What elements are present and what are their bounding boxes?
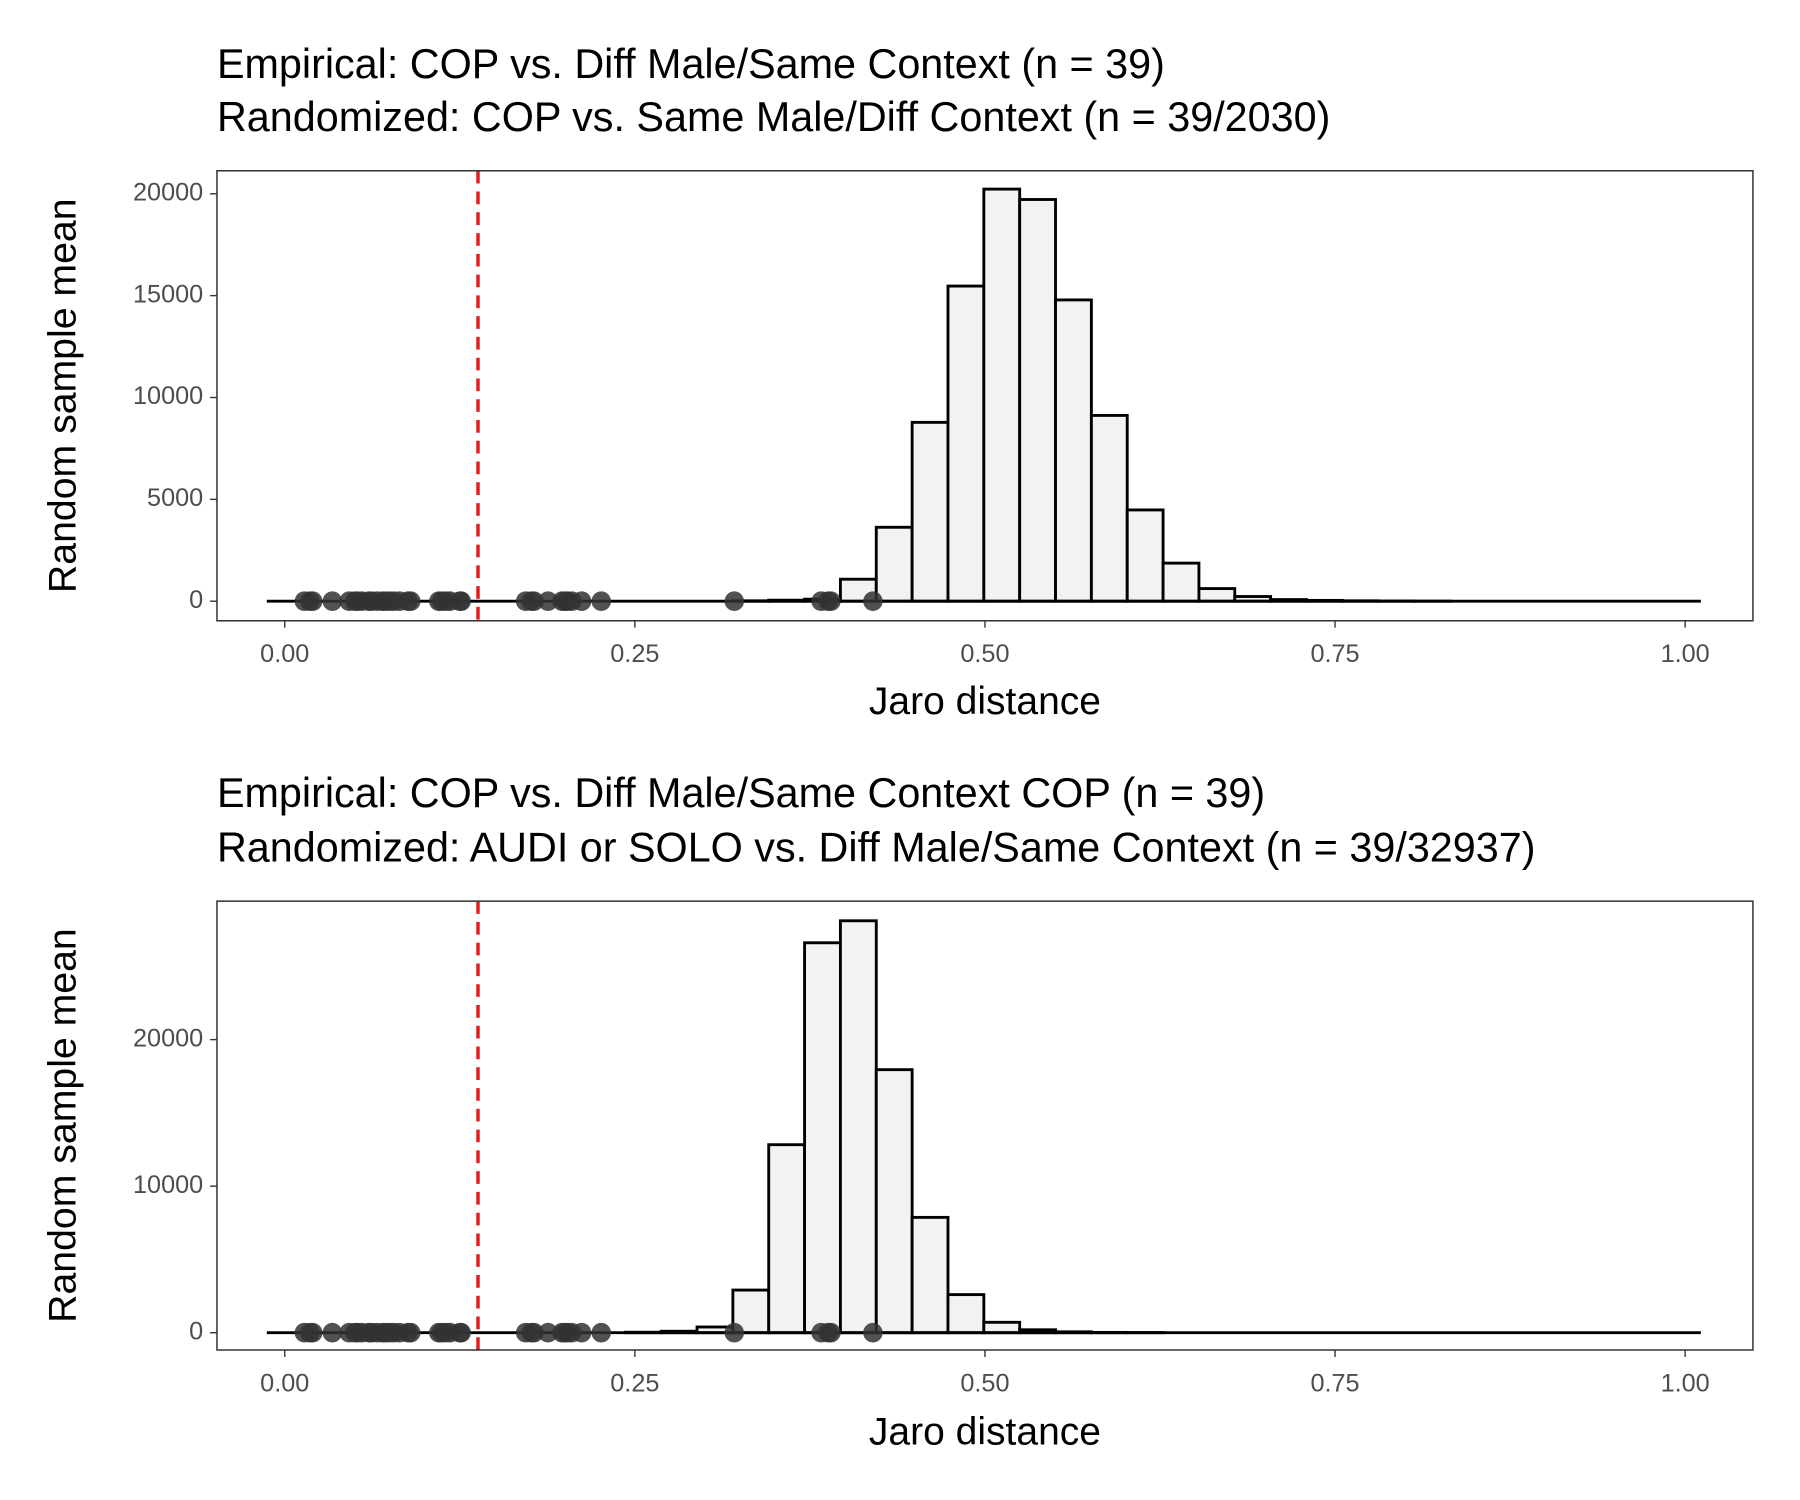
panel: Empirical: COP vs. Diff Male/Same Contex… (42, 40, 1754, 723)
point (571, 1322, 592, 1343)
chart-title: Empirical: COP vs. Diff Male/Same Contex… (217, 40, 1165, 87)
x-tick-label: 0.75 (1310, 1369, 1359, 1397)
x-tick-label: 0.25 (610, 640, 659, 668)
point (724, 591, 745, 612)
point (524, 1322, 544, 1343)
point (538, 1322, 558, 1343)
point (538, 591, 558, 612)
x-tick-label: 1.00 (1661, 1369, 1710, 1397)
x-tick-label: 0.25 (610, 1369, 659, 1397)
point (591, 1322, 611, 1343)
y-axis-title: Random sample mean (42, 928, 85, 1323)
bar (1089, 413, 1129, 603)
chart-title: Randomized: AUDI or SOLO vs. Diff Male/S… (217, 823, 1536, 870)
y-tick-label: 20000 (133, 178, 203, 206)
chart-title: Randomized: COP vs. Same Male/Diff Conte… (217, 93, 1330, 140)
point (724, 1322, 745, 1343)
bar (1197, 587, 1237, 603)
point (302, 1322, 323, 1343)
y-tick-label: 0 (189, 586, 203, 614)
point (863, 1322, 883, 1343)
point (322, 1322, 343, 1343)
x-axis-title: Jaro distance (869, 1411, 1101, 1454)
x-tick-label: 0.50 (960, 1369, 1009, 1397)
bar (874, 525, 914, 603)
bar (982, 187, 1022, 603)
point (322, 591, 343, 612)
point (302, 591, 323, 612)
point (451, 1322, 471, 1343)
x-tick-label: 0.00 (260, 1369, 309, 1397)
point (524, 591, 544, 612)
y-tick-label: 5000 (147, 484, 203, 512)
x-axis-title: Jaro distance (869, 680, 1101, 723)
y-tick-label: 15000 (133, 280, 203, 308)
y-tick-label: 20000 (133, 1024, 203, 1052)
bar (874, 1068, 914, 1335)
x-tick-label: 0.00 (260, 640, 309, 668)
bar (1054, 298, 1093, 603)
chart-title: Empirical: COP vs. Diff Male/Same Contex… (217, 769, 1265, 816)
y-tick-label: 0 (189, 1317, 203, 1345)
bar (803, 941, 842, 1335)
bar (946, 1293, 986, 1335)
y-tick-label: 10000 (133, 1171, 203, 1199)
x-tick-label: 0.50 (960, 640, 1009, 668)
plot-border (216, 900, 1754, 1351)
bar (910, 420, 950, 603)
bar (1125, 508, 1165, 603)
point (863, 591, 883, 612)
bar (838, 919, 878, 1335)
y-tick-label: 10000 (133, 382, 203, 410)
point (821, 1322, 841, 1343)
y-axis-title: Random sample mean (42, 198, 85, 593)
point (451, 591, 471, 612)
bar (767, 1143, 807, 1335)
x-tick-label: 1.00 (1661, 640, 1710, 668)
panel: Empirical: COP vs. Diff Male/Same Contex… (42, 769, 1754, 1454)
x-tick-label: 0.75 (1310, 640, 1359, 668)
bar (982, 1320, 1022, 1335)
bar (946, 284, 986, 603)
point (591, 591, 611, 612)
plot-border (216, 170, 1754, 622)
point (571, 591, 592, 612)
bar (1161, 561, 1201, 603)
point (821, 591, 841, 612)
point (401, 591, 421, 612)
point (401, 1322, 421, 1343)
bar (910, 1215, 950, 1335)
bar (1018, 198, 1057, 603)
